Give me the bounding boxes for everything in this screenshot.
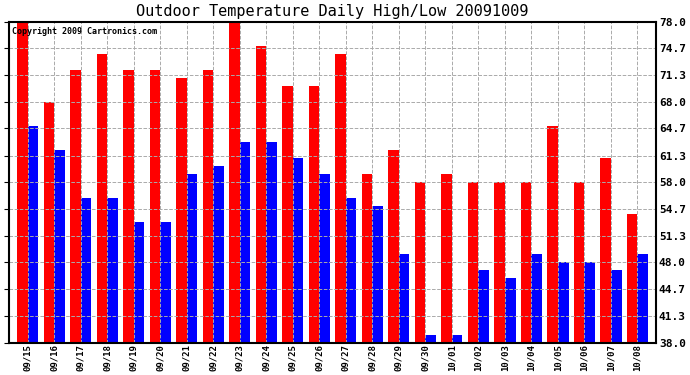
Bar — [160, 222, 171, 343]
Bar — [627, 214, 638, 343]
Bar — [373, 206, 383, 343]
Bar — [521, 182, 531, 343]
Bar — [425, 334, 436, 343]
Bar — [494, 182, 505, 343]
Bar — [388, 150, 399, 343]
Bar — [266, 142, 277, 343]
Bar — [505, 278, 515, 343]
Bar — [319, 174, 330, 343]
Bar — [547, 126, 558, 343]
Bar — [478, 270, 489, 343]
Bar — [415, 182, 425, 343]
Bar — [70, 70, 81, 343]
Bar — [399, 254, 409, 343]
Bar — [255, 46, 266, 343]
Bar — [187, 174, 197, 343]
Bar — [123, 70, 134, 343]
Bar — [134, 222, 144, 343]
Bar — [558, 262, 569, 343]
Bar — [293, 158, 304, 343]
Bar — [362, 174, 373, 343]
Bar — [308, 86, 319, 343]
Title: Outdoor Temperature Daily High/Low 20091009: Outdoor Temperature Daily High/Low 20091… — [137, 4, 529, 19]
Bar — [43, 102, 54, 343]
Bar — [203, 70, 213, 343]
Bar — [81, 198, 91, 343]
Bar — [335, 54, 346, 343]
Text: Copyright 2009 Cartronics.com: Copyright 2009 Cartronics.com — [12, 27, 157, 36]
Bar — [600, 158, 611, 343]
Bar — [638, 254, 648, 343]
Bar — [176, 78, 187, 343]
Bar — [584, 262, 595, 343]
Bar — [54, 150, 65, 343]
Bar — [442, 174, 452, 343]
Bar — [239, 142, 250, 343]
Bar — [346, 198, 357, 343]
Bar — [229, 22, 239, 343]
Bar — [468, 182, 478, 343]
Bar — [97, 54, 107, 343]
Bar — [28, 126, 38, 343]
Bar — [452, 334, 462, 343]
Bar — [150, 70, 160, 343]
Bar — [17, 22, 28, 343]
Bar — [574, 182, 584, 343]
Bar — [282, 86, 293, 343]
Bar — [213, 166, 224, 343]
Bar — [611, 270, 622, 343]
Bar — [531, 254, 542, 343]
Bar — [107, 198, 118, 343]
